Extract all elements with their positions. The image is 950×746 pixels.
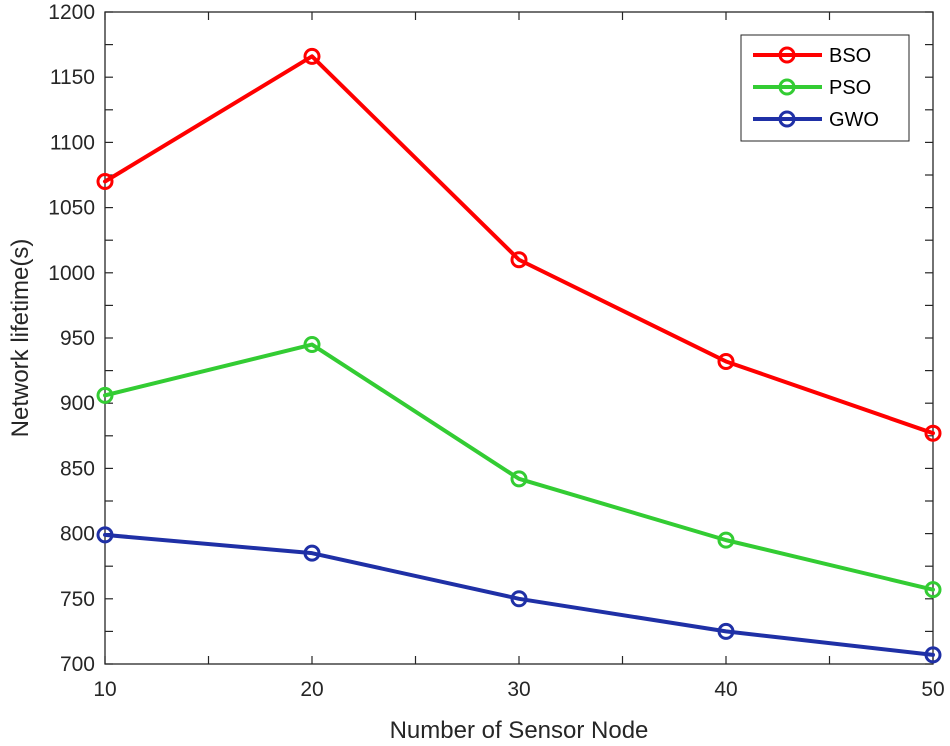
data-point-bso [303, 47, 321, 65]
x-tick-label: 40 [714, 678, 737, 701]
data-point-bso [96, 173, 114, 191]
y-tick-label: 1200 [48, 1, 95, 24]
y-axis-ticks: 700 750 800 850 900 950 1000 1050 1100 1150 1200 [48, 1, 933, 676]
y-tick-label: 700 [60, 653, 95, 676]
y-tick-label: 1100 [50, 131, 95, 154]
y-tick-label: 900 [60, 392, 95, 415]
x-tick-label: 50 [921, 678, 944, 701]
legend-marker-bso [778, 46, 796, 64]
legend-label-bso: BSO [829, 45, 871, 67]
data-point-pso [96, 386, 114, 404]
y-tick-label: 950 [60, 327, 95, 350]
series-line-bso [103, 54, 935, 436]
series-line-gwo [103, 532, 935, 657]
data-point-pso [717, 531, 735, 549]
data-point-bso [924, 424, 942, 442]
data-point-gwo [924, 646, 942, 664]
data-point-bso [510, 251, 528, 269]
series-layer [96, 47, 942, 664]
y-tick-label: 750 [60, 588, 95, 611]
y-tick-label: 1000 [48, 262, 95, 285]
data-point-gwo [510, 590, 528, 608]
legend-marker-pso [778, 78, 796, 96]
data-point-bso [717, 352, 735, 370]
x-tick-label: 20 [300, 678, 323, 701]
data-point-pso [510, 470, 528, 488]
data-point-gwo [303, 544, 321, 562]
axes-box [104, 11, 934, 665]
data-point-pso [924, 581, 942, 599]
legend: BSO PSO GWO [740, 34, 910, 142]
series-line-pso [103, 342, 935, 592]
data-point-gwo [717, 622, 735, 640]
x-tick-label: 30 [507, 678, 530, 701]
data-point-pso [303, 336, 321, 354]
y-axis-title: Network lifetime(s) [7, 239, 34, 438]
legend-label-gwo: GWO [829, 109, 879, 131]
y-tick-label: 1050 [48, 197, 95, 220]
y-tick-label: 800 [60, 523, 95, 546]
legend-label-pso: PSO [829, 77, 871, 99]
x-axis-title: Number of Sensor Node [390, 717, 649, 744]
y-tick-label: 1150 [50, 66, 95, 89]
x-axis-ticks: 10 20 30 40 50 [93, 12, 945, 701]
y-tick-label: 850 [60, 457, 95, 480]
x-tick-label: 10 [93, 678, 116, 701]
legend-marker-gwo [778, 110, 796, 128]
data-point-gwo [96, 526, 114, 544]
